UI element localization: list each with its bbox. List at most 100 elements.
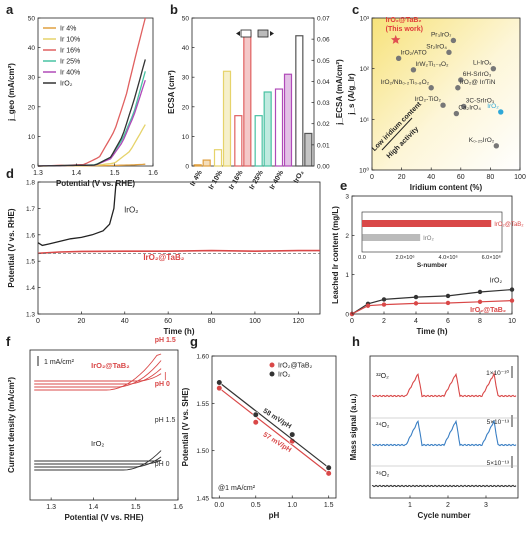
scale-label-h: 1×10⁻¹⁰ <box>486 369 509 377</box>
inset-bar-e <box>362 220 492 227</box>
series-line-d-1 <box>37 249 320 255</box>
y-axis-label-g: Potential (V vs. SHE) <box>181 387 190 466</box>
data-point-g <box>252 419 259 426</box>
x-axis-a-tick-label: 1.6 <box>148 170 158 177</box>
series-label-e: IrO₂@TaB₂ <box>470 307 506 314</box>
legend-arrow-icon <box>236 31 274 36</box>
series-line-a-1 <box>38 124 146 167</box>
ph-top-label-f: pH 1.5 <box>155 417 176 424</box>
y-axis-label-b: ECSA (cm²) <box>167 70 176 114</box>
legend-open-swatch-b <box>240 29 252 38</box>
x-axis-label-h: Cycle number <box>418 511 471 520</box>
series-line-f <box>34 460 162 462</box>
y-axis-a-tick-label: 10 <box>28 134 36 141</box>
y-axis-b-tick-label: 10 <box>182 134 190 141</box>
y-axis-a-tick-label: 30 <box>28 75 36 82</box>
data-point-c <box>493 143 500 149</box>
point-label-c: K₀.₂₅IrO₂ <box>469 137 495 144</box>
data-point-g <box>325 470 332 477</box>
y-axis-a-tick-label: 20 <box>28 104 36 111</box>
slope-label-g: 57 mV/pH <box>262 431 293 454</box>
x-axis-d-tick-label: 80 <box>208 318 216 325</box>
y-axis-b-tick-label: 50 <box>182 16 190 23</box>
inset-tick-label-e: 2.0×10⁶ <box>395 254 414 261</box>
x-axis-d-tick-label: 0 <box>36 318 40 325</box>
y-axis-right-b-tick-label: 0.03 <box>317 100 330 107</box>
inset-bar-label-e: IrO₂ <box>423 236 434 242</box>
x-axis-d-tick-label: 100 <box>249 318 261 325</box>
y-axis-g-tick-label: 1.45 <box>196 496 209 503</box>
y-axis-c-tick-label: 10⁰ <box>359 167 369 175</box>
bar-filled-b <box>304 132 313 167</box>
legend-label-a: Ir 16% <box>60 48 80 55</box>
legend-hatched-swatch-b <box>257 29 269 38</box>
series-line-h-2 <box>371 484 517 488</box>
series-label-h: ³⁶O₂ <box>376 471 390 478</box>
panel-letter-d: d <box>6 166 14 181</box>
data-point-star-c <box>390 34 401 44</box>
x-axis-a-tick-label: 1.3 <box>33 170 43 177</box>
panel-letter-g: g <box>190 334 198 349</box>
data-point-e <box>381 297 387 302</box>
inset-tick-label-e: 0.0 <box>358 255 366 261</box>
legend-marker-g <box>269 371 275 377</box>
y-axis-right-label-b: j_ECSA (mA/cm²) <box>335 59 344 126</box>
x-axis-f-tick-label: 1.3 <box>46 504 56 511</box>
inset-x-label-e: S-number <box>417 262 448 269</box>
inset-frame-e <box>361 211 503 253</box>
fit-line-g <box>218 382 330 469</box>
series-label-h: ³²O₂ <box>376 373 389 380</box>
x-axis-d-tick-label: 40 <box>121 318 129 325</box>
data-point-e <box>445 293 451 299</box>
y-axis-d-tick-label: 1.6 <box>26 232 35 239</box>
legend-label-g: IrO₂ <box>278 372 291 379</box>
y-axis-d-tick-label: 1.7 <box>26 206 35 213</box>
x-axis-g-tick-label: 0.0 <box>214 502 224 509</box>
bar-open-b <box>213 149 223 167</box>
data-point-e <box>509 298 515 303</box>
y-axis-b-tick-label: 40 <box>182 45 190 52</box>
data-point-c <box>410 67 417 73</box>
plot-frame-c <box>371 17 521 171</box>
x-axis-label-d: Time (h) <box>164 327 195 336</box>
y-axis-label-a: j_geo (mA/cm²) <box>7 63 16 122</box>
x-axis-h-tick-label: 2 <box>446 502 450 509</box>
data-point-e <box>477 289 483 295</box>
y-axis-d-tick-label: 1.4 <box>26 285 35 292</box>
inset-bar-e <box>362 234 421 241</box>
data-point-g <box>216 379 223 386</box>
series-line-f <box>34 360 162 388</box>
point-label-c: Pr₃IrO₇ <box>431 31 451 38</box>
ph-top-label-f: pH 1.5 <box>155 337 176 344</box>
point-label-c: 6H-SrIrO₃ <box>463 71 492 78</box>
plot-frame-g <box>211 355 337 499</box>
plot-frame-b <box>191 17 315 167</box>
y-axis-b-tick-label: 30 <box>182 75 190 82</box>
point-label-c: 3C-SrIrO₃ <box>466 97 495 104</box>
data-point-e <box>509 287 515 292</box>
legend-label-a: Ir 10% <box>60 37 80 44</box>
series-line-f <box>34 353 162 391</box>
x-axis-e-tick-label: 2 <box>382 318 386 325</box>
legend-label-a: Ir 4% <box>60 26 76 33</box>
x-axis-g-tick-label: 1.0 <box>287 502 297 509</box>
y-axis-e-tick-label: 2 <box>345 233 349 240</box>
y-axis-c-tick-label: 10¹ <box>360 117 370 124</box>
y-axis-e-tick-label: 3 <box>345 194 349 201</box>
data-point-e <box>413 301 419 306</box>
x-axis-label-e: Time (h) <box>417 327 448 336</box>
point-label-c: Li-IrOₓ <box>473 60 492 67</box>
x-axis-e-tick-label: 0 <box>350 318 354 325</box>
ph-bottom-label-f: pH 0 <box>155 461 170 468</box>
y-axis-d-tick-label: 1.5 <box>26 259 35 266</box>
x-axis-label-a: Potential (V vs. RHE) <box>56 179 135 188</box>
x-axis-label-c: Iridium content (%) <box>410 183 483 192</box>
x-axis-h-tick-label: 1 <box>408 502 412 509</box>
x-axis-label-g: pH <box>269 511 280 520</box>
y-axis-label-h: Mass signal (a.u.) <box>349 393 358 460</box>
data-point-c <box>450 37 457 44</box>
data-point-c <box>395 55 402 62</box>
y-axis-right-b-tick-label: 0.02 <box>317 121 330 128</box>
